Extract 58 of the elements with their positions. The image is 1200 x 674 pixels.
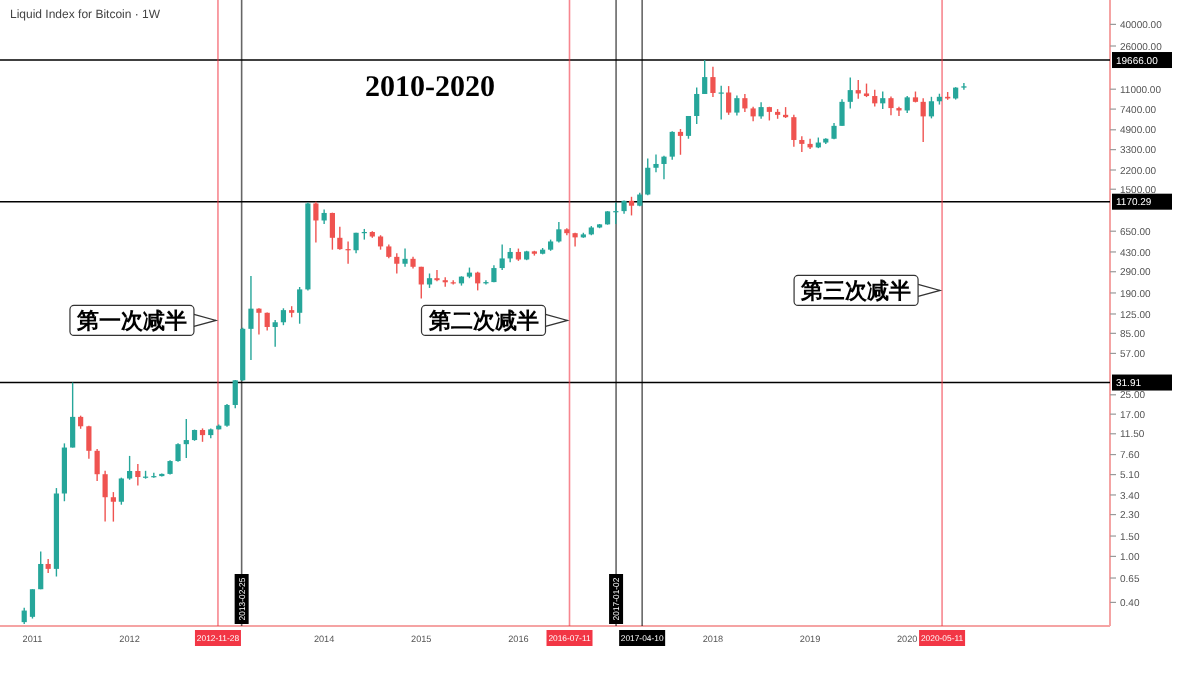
candlestick	[710, 66, 716, 98]
candlestick	[224, 403, 230, 428]
candlestick	[572, 232, 578, 248]
text: 2010-2020	[365, 72, 495, 104]
candlestick	[726, 85, 732, 116]
candlestick	[29, 588, 36, 620]
candlestick	[394, 252, 400, 275]
candlestick	[256, 307, 262, 336]
candlestick	[661, 155, 667, 180]
candlestick	[70, 381, 76, 449]
candlestick	[702, 59, 708, 95]
candlestick	[920, 97, 926, 143]
candlestick	[677, 128, 684, 156]
candlestick	[839, 98, 845, 127]
candlestick	[718, 84, 724, 121]
candlestick	[847, 76, 853, 110]
candlestick	[175, 442, 181, 463]
candlestick	[888, 95, 894, 116]
candlestick	[653, 153, 659, 174]
candlestick	[38, 550, 44, 590]
candlestick	[118, 476, 124, 506]
candlestick	[694, 86, 700, 125]
candlestick	[807, 138, 813, 150]
candlestick	[734, 94, 740, 117]
candlestick	[135, 463, 141, 487]
candlestick	[402, 247, 408, 268]
candlestick	[183, 418, 189, 459]
candlestick	[669, 130, 675, 161]
candlestick	[418, 266, 424, 300]
candlestick	[799, 135, 805, 153]
candlestick	[45, 558, 51, 574]
candlestick	[434, 269, 440, 282]
candlestick	[232, 379, 238, 409]
candlestick	[645, 157, 651, 196]
candlestick	[272, 319, 278, 348]
candlestick	[248, 275, 254, 361]
annotation: 第一次减半	[74, 308, 187, 335]
candlestick	[961, 82, 967, 91]
candlestick	[628, 196, 635, 217]
candlestick	[86, 425, 92, 460]
candlestick	[499, 243, 505, 271]
candlestick	[329, 211, 335, 251]
candlestick	[110, 491, 116, 523]
candlestick	[297, 286, 303, 325]
candlestick	[791, 114, 797, 148]
candlestick	[313, 201, 319, 244]
candlestick	[264, 311, 270, 332]
candlestick	[61, 442, 67, 502]
candlestick	[896, 106, 902, 117]
annotation: 第三次减半	[799, 278, 912, 305]
candlestick	[928, 96, 935, 120]
candlestick	[556, 221, 562, 244]
annotation: 第二次减半	[426, 308, 539, 335]
candlestick	[337, 226, 343, 251]
candlestick	[94, 448, 100, 482]
candlestick	[102, 470, 108, 523]
candlestick	[345, 240, 351, 265]
candlestick	[127, 455, 133, 481]
